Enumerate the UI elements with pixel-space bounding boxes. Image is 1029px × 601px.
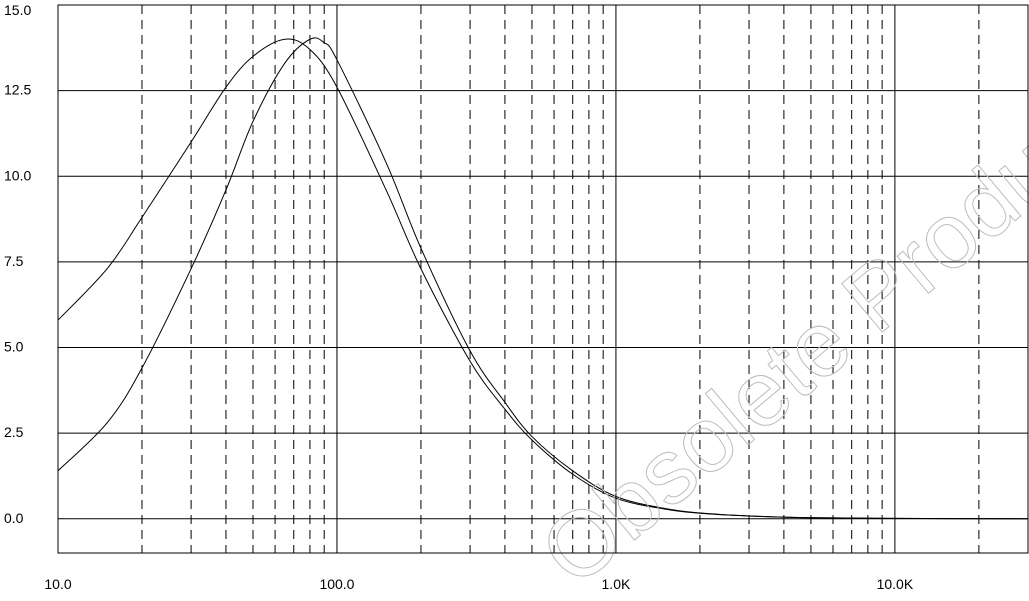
grid-layer [58, 4, 1028, 553]
y-tick-label: 2.5 [4, 424, 24, 440]
series-line-2 [57, 37, 1029, 520]
x-tick-label: 10.0K [877, 576, 914, 592]
x-tick-label: 10.0 [44, 576, 71, 592]
x-tick-label: 100.0 [319, 576, 354, 592]
x-tick-label: 1.0K [602, 576, 631, 592]
series-layer [57, 37, 1029, 520]
y-tick-label: 10.0 [4, 167, 31, 183]
y-tick-label: 0.0 [4, 510, 24, 526]
y-tick-label: 12.5 [4, 82, 31, 98]
tick-label-layer: 0.0 2.5 5.0 7.5 10.0 12.5 15.0 10.0 100.0 1.0K 10.… [4, 2, 914, 592]
y-tick-label: 15.0 [4, 2, 31, 18]
plot-area-border [57, 4, 1029, 554]
y-tick-label: 7.5 [4, 253, 24, 269]
y-tick-label: 5.0 [4, 339, 24, 355]
